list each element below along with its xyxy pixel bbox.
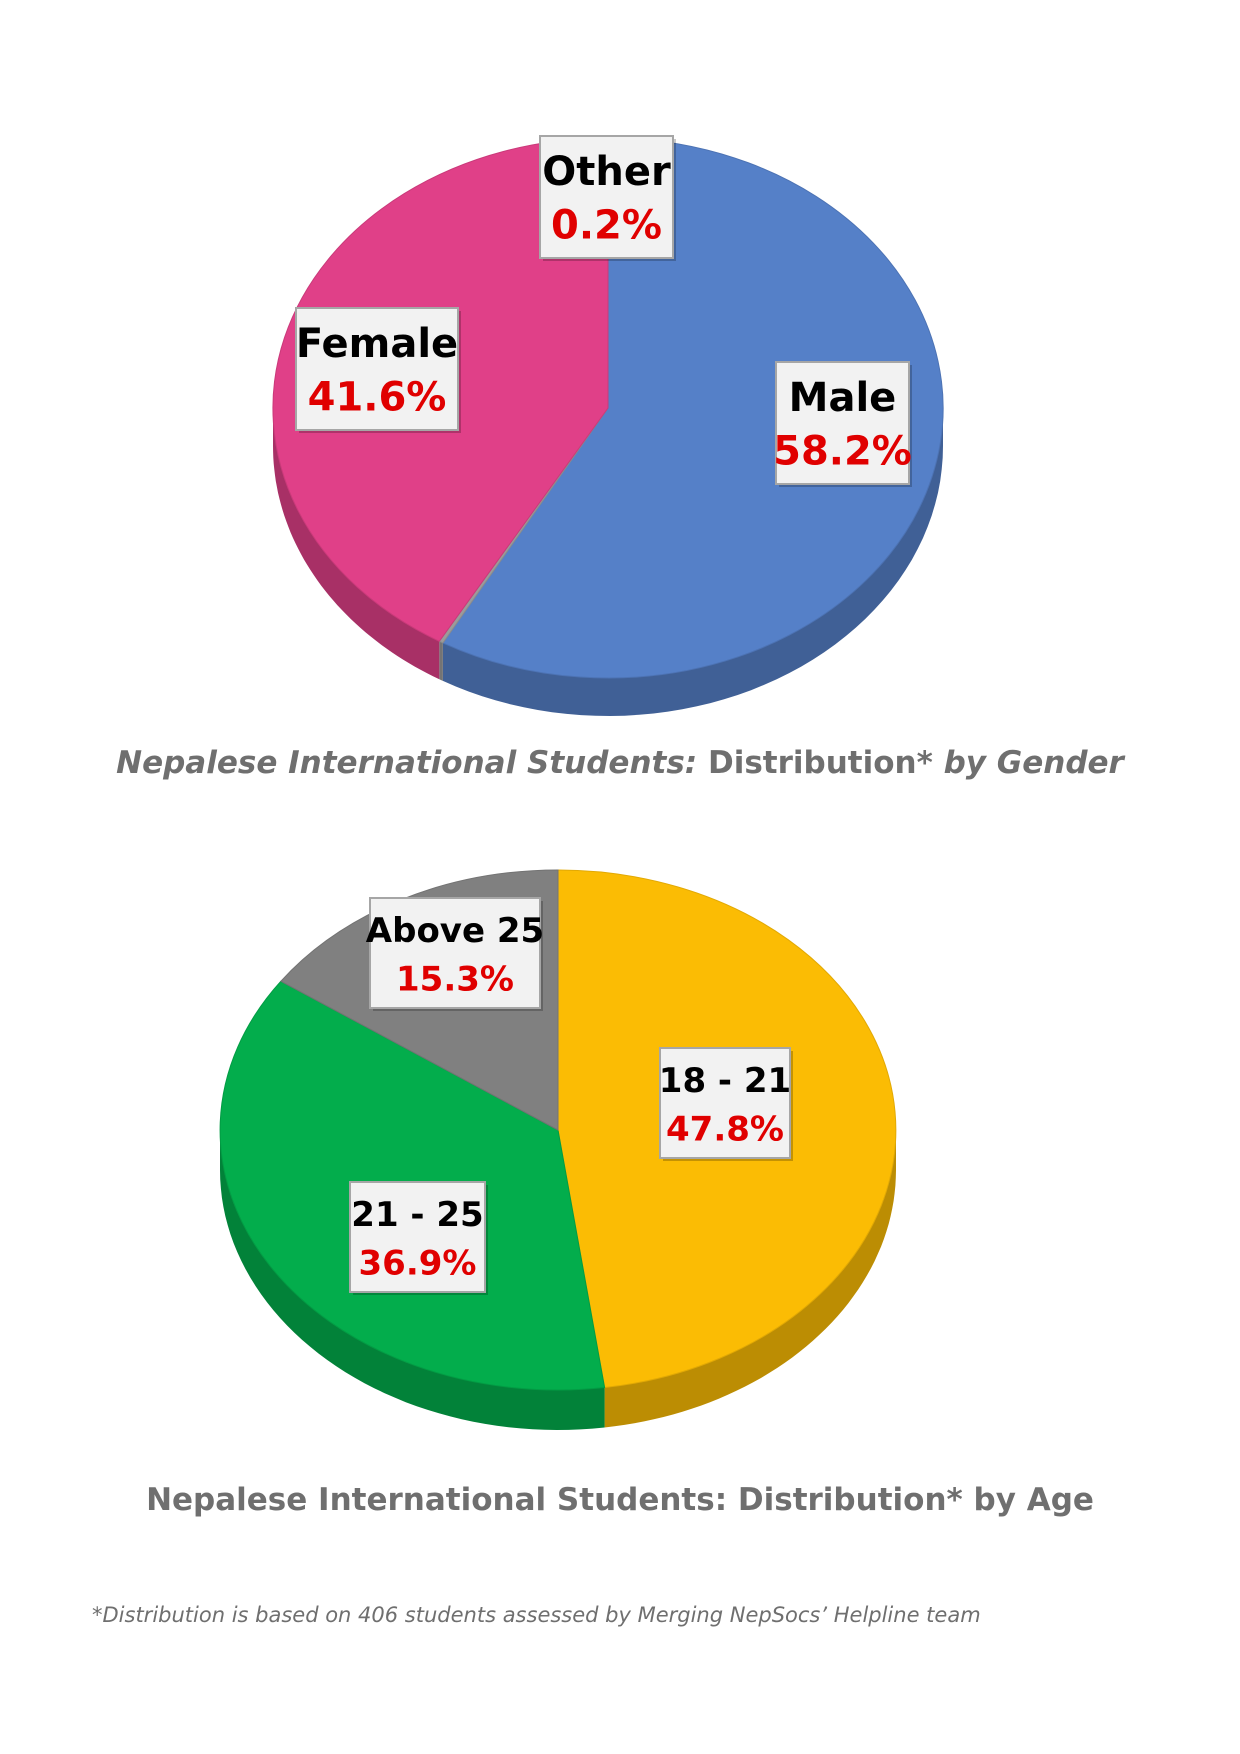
age-pie-chart: 18 - 21 47.8% 21 - 25 36.9% Above 25 15.3% (219, 869, 897, 1430)
slice-label-1: 21 - 25 36.9% (349, 1181, 488, 1295)
slice-value-0: 58.2% (773, 428, 912, 474)
slice-category-0: 18 - 21 (659, 1061, 791, 1101)
pie-side-0 (604, 1130, 896, 1428)
pie-side-0 (442, 408, 943, 716)
gender-title-part-1: Nepalese International Students: (116, 745, 698, 781)
slice-category-1: 21 - 25 (351, 1195, 483, 1235)
age-chart-title: Nepalese International Students: Distrib… (146, 1482, 1094, 1518)
pie-side-1 (439, 641, 443, 681)
slice-value-2: 15.3% (396, 959, 514, 999)
gender-chart-title: Nepalese International Students: Distrib… (0, 745, 1240, 781)
slice-label-2: Female 41.6% (295, 307, 461, 433)
slice-value-0: 47.8% (666, 1109, 784, 1149)
slice-category-2: Female (296, 321, 458, 367)
gender-title-part-3: by Gender (932, 745, 1124, 781)
slice-label-0: 18 - 21 47.8% (659, 1047, 793, 1161)
slice-label-2: Above 25 15.3% (366, 897, 544, 1011)
slice-label-0: Male 58.2% (773, 361, 912, 487)
slice-value-1: 0.2% (551, 202, 662, 248)
footnote: *Distribution is based on 406 students a… (92, 1603, 981, 1627)
slice-label-1: Other 0.2% (539, 135, 676, 261)
slice-value-2: 41.6% (308, 374, 447, 420)
pie-side-2 (273, 408, 440, 680)
slice-value-1: 36.9% (359, 1243, 477, 1283)
slice-category-0: Male (789, 375, 897, 421)
gender-pie-chart: Male 58.2% Other 0.2% Female 41.6% (272, 135, 944, 716)
pie-slice-0 (442, 137, 944, 679)
gender-title-part-2: Distribution* (697, 745, 933, 781)
pie-side-1 (220, 1130, 605, 1430)
slice-category-1: Other (542, 149, 671, 195)
slice-category-2: Above 25 (366, 911, 544, 951)
